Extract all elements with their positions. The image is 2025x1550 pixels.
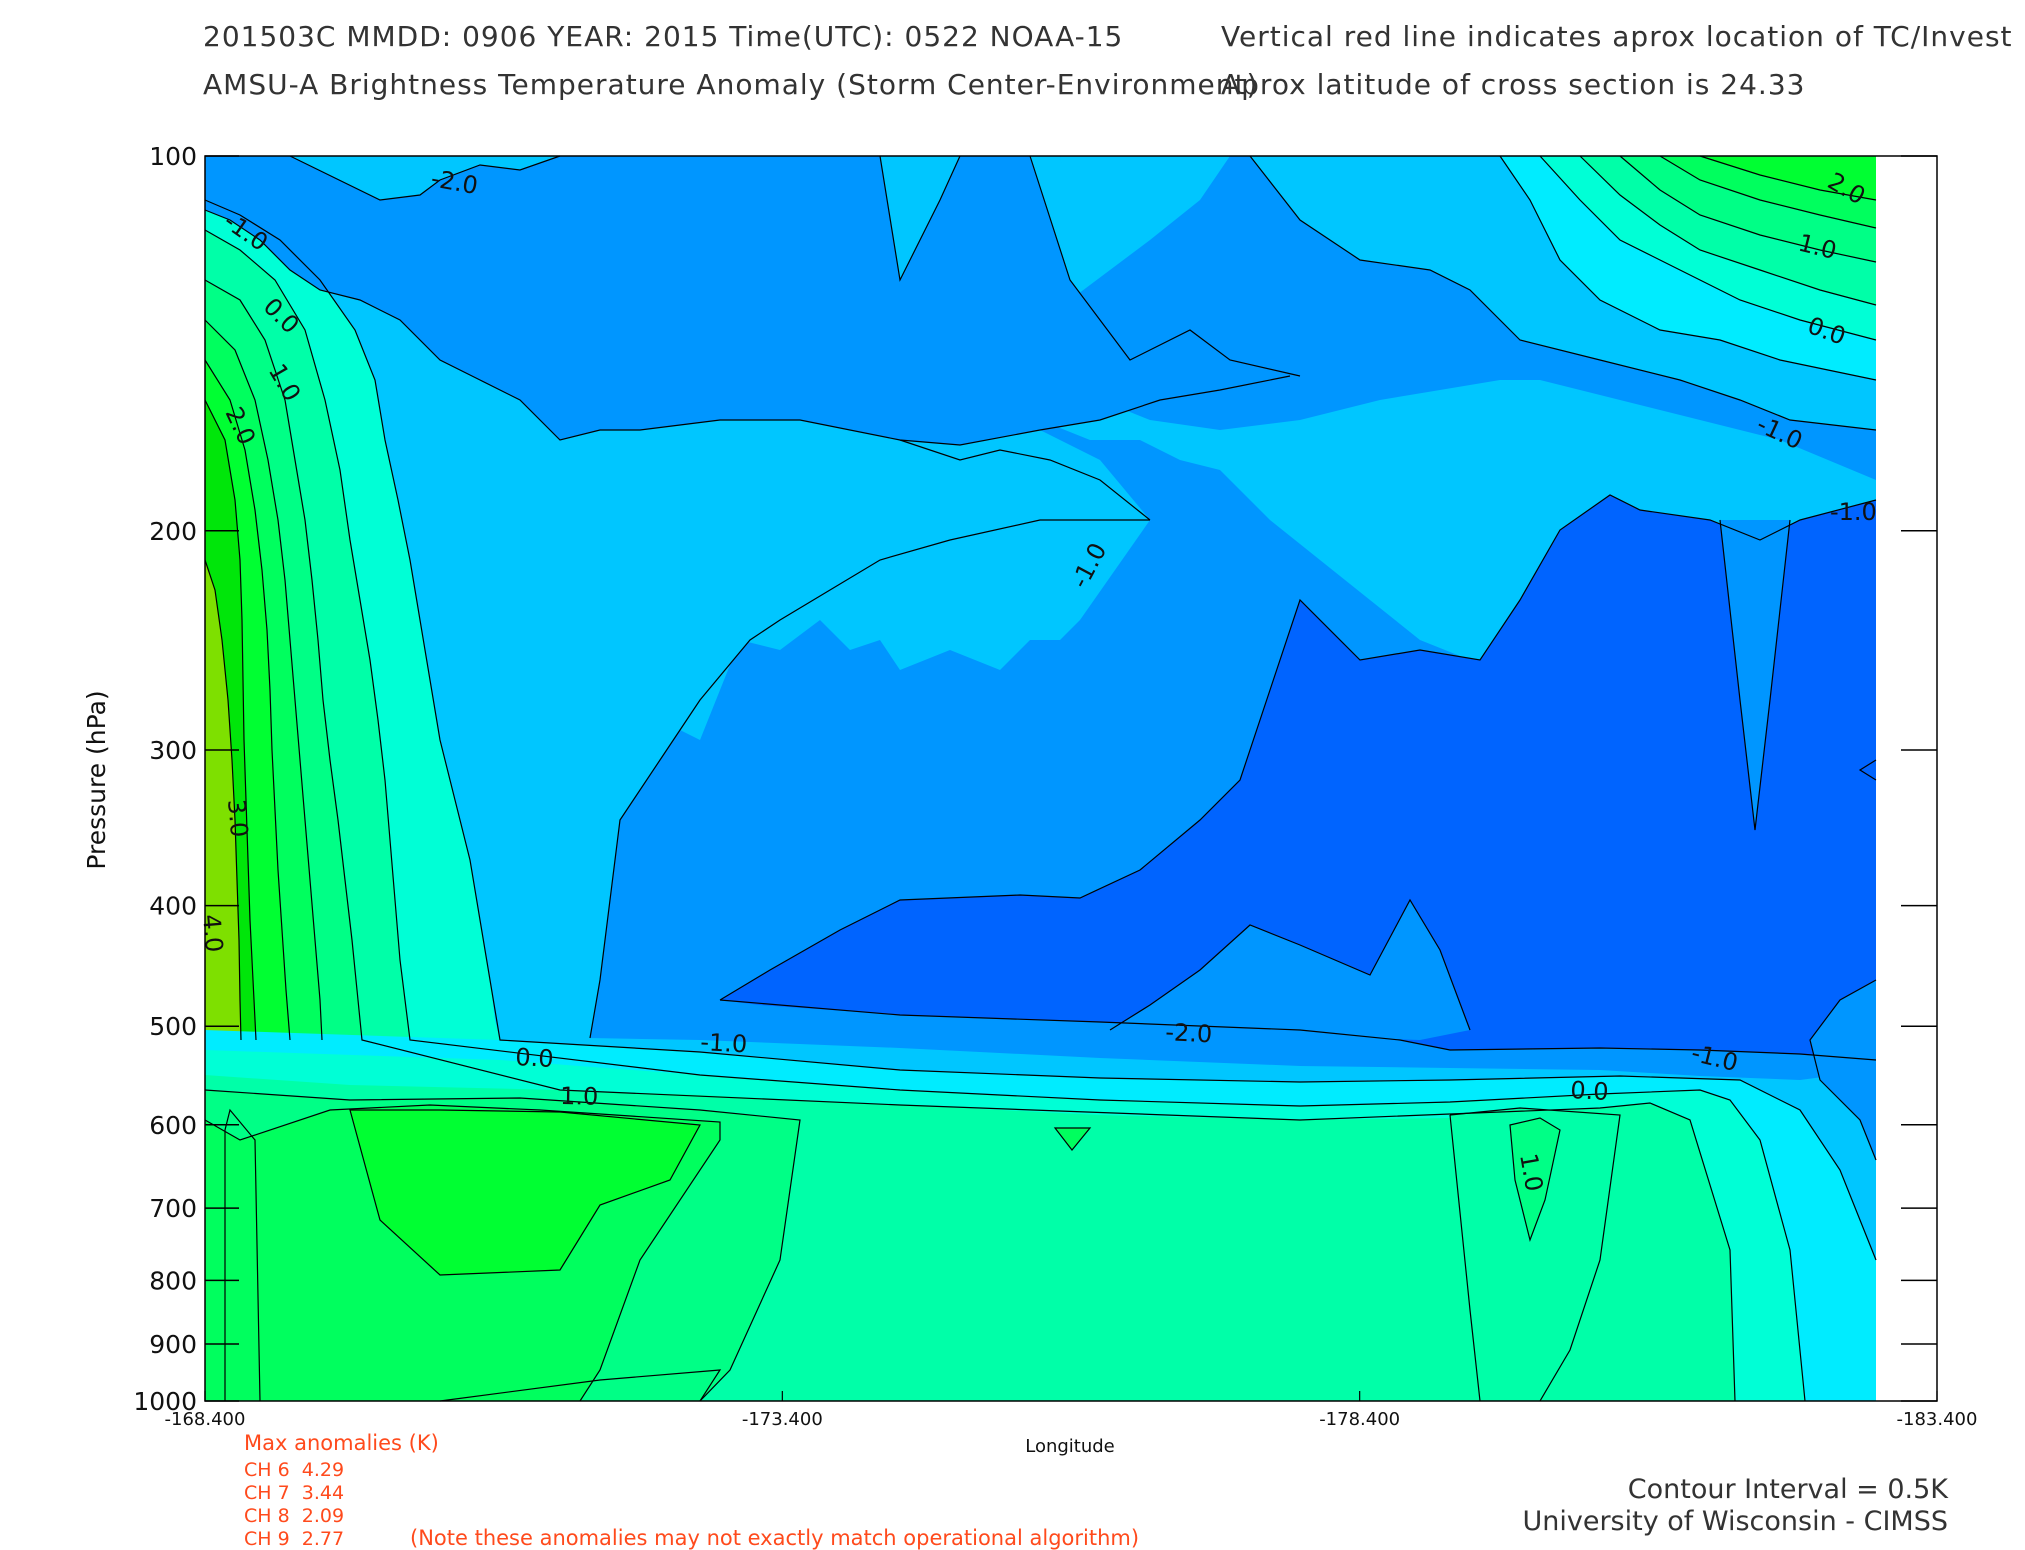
contour-fill bbox=[350, 1110, 700, 1275]
lower-warm-region bbox=[205, 1030, 1876, 1401]
plot-area: -2.0 -1.0 0.0 1.0 2.0 3.0 4.0 -1.0 0.0 1… bbox=[197, 155, 1938, 1402]
right-margin-strip bbox=[1876, 156, 1937, 1401]
contour-label: 1.0 bbox=[560, 1082, 599, 1111]
contour-fill bbox=[1055, 1128, 1090, 1150]
max-anomaly-row: CH 7 3.44 bbox=[244, 1482, 344, 1504]
y-tick-label: 800 bbox=[149, 1266, 197, 1295]
y-tick-label: 200 bbox=[149, 517, 197, 546]
left-warm-band bbox=[205, 200, 500, 1040]
max-anomaly-row: CH 6 4.29 bbox=[244, 1459, 344, 1481]
max-anomalies-panel: Max anomalies (K) CH 6 4.29 CH 7 3.44 CH… bbox=[244, 1431, 1139, 1550]
contour-label: -1.0 bbox=[1830, 498, 1877, 526]
contour-label: 1.0 bbox=[1514, 1151, 1548, 1193]
x-axis: -168.400 -173.400 -178.400 -183.400 bbox=[165, 1391, 1978, 1430]
x-tick-label: -178.400 bbox=[1319, 1409, 1400, 1430]
upper-region bbox=[205, 156, 1876, 480]
contour-fill bbox=[205, 156, 1150, 1030]
contour-fill bbox=[205, 560, 241, 1040]
header-note-line1: Vertical red line indicates aprox locati… bbox=[1221, 20, 2013, 53]
contour-fill bbox=[1720, 520, 1790, 830]
y-tick-label: 900 bbox=[149, 1330, 197, 1359]
header-title-line1: 201503C MMDD: 0906 YEAR: 2015 Time(UTC):… bbox=[203, 20, 1123, 53]
x-tick-label: -183.400 bbox=[1897, 1409, 1978, 1430]
contour-fill bbox=[1810, 980, 1876, 1160]
y-tick-label: 700 bbox=[149, 1194, 197, 1223]
contour-fill bbox=[1110, 900, 1470, 1040]
y-tick-label: 300 bbox=[149, 736, 197, 765]
y-tick-label: 500 bbox=[149, 1012, 197, 1041]
contour-fill bbox=[880, 156, 960, 280]
plot-frame bbox=[204, 155, 1938, 1402]
contour-label: 4.0 bbox=[197, 913, 228, 953]
contour-fill bbox=[205, 156, 1290, 445]
contour-fill bbox=[720, 495, 1876, 1060]
cold-core-region bbox=[205, 156, 1876, 1160]
contour-label: 3.0 bbox=[222, 798, 253, 838]
header-title-line2: AMSU-A Brightness Temperature Anomaly (S… bbox=[203, 68, 1258, 101]
contour-label: 0.0 bbox=[515, 1043, 555, 1073]
x-tick-label: -168.400 bbox=[165, 1409, 246, 1430]
y-axis-label: Pressure (hPa) bbox=[82, 690, 111, 869]
contour-label: -2.0 bbox=[1165, 1018, 1213, 1048]
y-tick-label: 1000 bbox=[133, 1387, 197, 1416]
contour-interval-text: Contour Interval = 0.5K bbox=[1628, 1474, 1950, 1505]
y-tick-label: 600 bbox=[149, 1111, 197, 1140]
contour-lines bbox=[204, 155, 1877, 1402]
y-tick-label: 100 bbox=[149, 142, 197, 171]
contour-fill bbox=[1060, 156, 1876, 480]
contour-fill bbox=[1700, 156, 1876, 200]
y-tick-label: 400 bbox=[149, 892, 197, 921]
max-anomalies-title: Max anomalies (K) bbox=[244, 1431, 439, 1455]
contour-label: -1.0 bbox=[700, 1028, 748, 1058]
header-note-line2: Aprox latitude of cross section is 24.33 bbox=[1221, 68, 1805, 101]
contour-fill bbox=[1030, 156, 1300, 380]
contour-fill bbox=[1450, 1108, 1620, 1401]
max-anomalies-note: (Note these anomalies may not exactly ma… bbox=[410, 1526, 1139, 1550]
max-anomaly-row: CH 9 2.77 bbox=[244, 1528, 344, 1550]
credit-text: University of Wisconsin - CIMSS bbox=[1522, 1506, 1948, 1537]
x-axis-label: Longitude bbox=[1025, 1436, 1115, 1457]
y-axis: 100 200 300 400 500 600 700 800 900 1000 bbox=[133, 142, 1937, 1416]
max-anomaly-row: CH 8 2.09 bbox=[244, 1505, 344, 1527]
x-tick-label: -173.400 bbox=[742, 1409, 823, 1430]
contour-label: 0.0 bbox=[1570, 1076, 1610, 1106]
